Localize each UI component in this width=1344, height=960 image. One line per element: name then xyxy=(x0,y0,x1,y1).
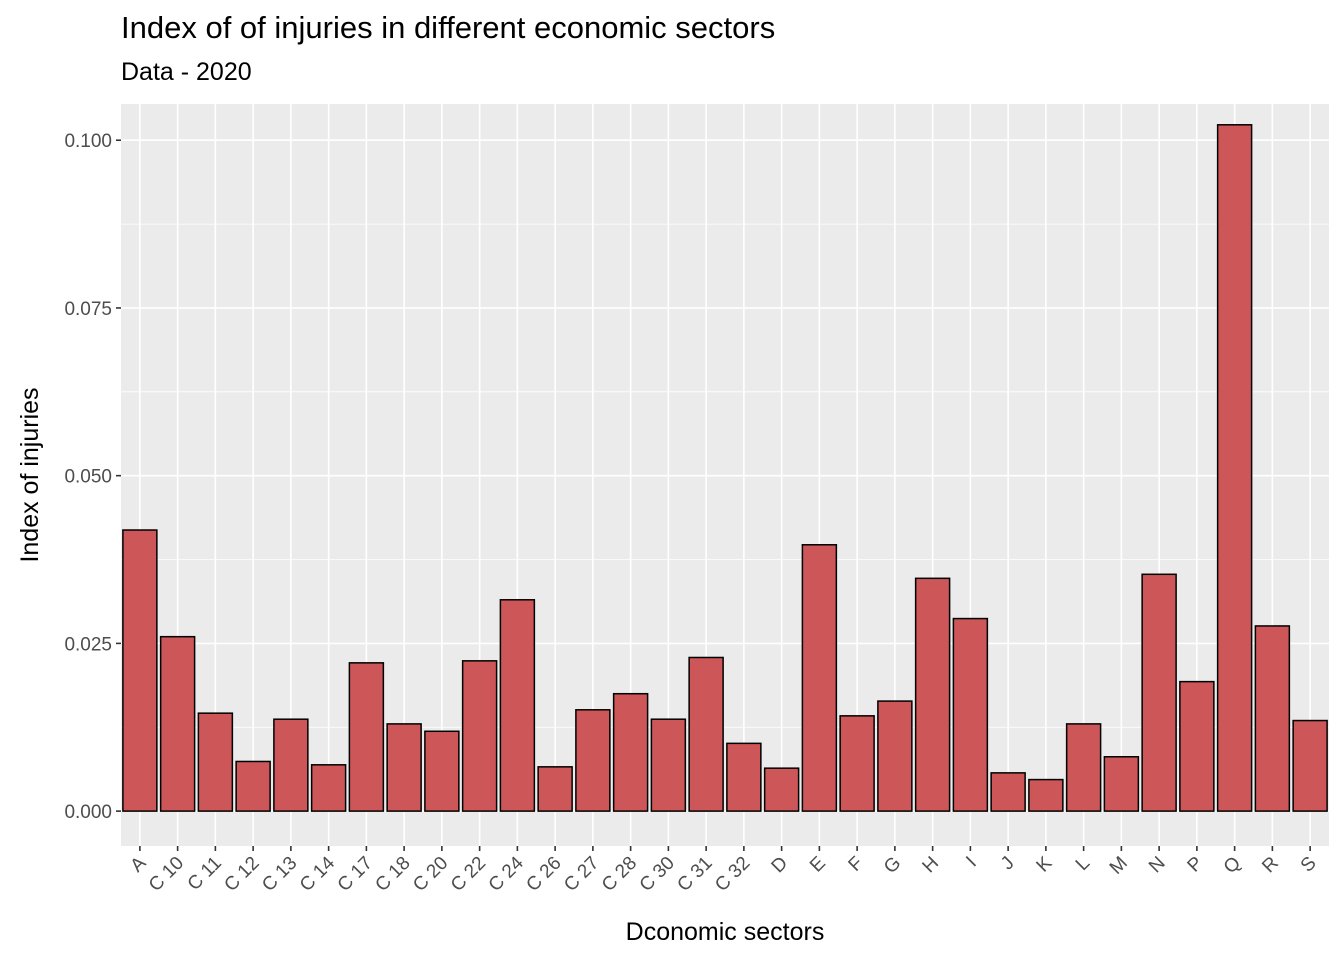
y-axis: 0.000 0.025 0.050 0.075 0.100 xyxy=(64,131,121,823)
x-tick-label: C 22 xyxy=(447,853,490,896)
x-tick-label: P xyxy=(1184,853,1208,877)
y-tick-label: 0.100 xyxy=(64,131,112,152)
x-tick-label: C 10 xyxy=(145,853,188,896)
x-tick-label: M xyxy=(1106,853,1132,879)
x-tick-label: R xyxy=(1258,853,1283,878)
y-tick-label: 0.050 xyxy=(64,467,112,488)
bar xyxy=(575,709,611,812)
bar xyxy=(1254,625,1291,812)
bar xyxy=(877,700,913,812)
y-tick-label: 0.025 xyxy=(64,634,112,655)
x-axis-title: Dconomic sectors xyxy=(626,918,825,946)
bar xyxy=(990,772,1026,812)
chart-title: Index of of injuries in different econom… xyxy=(121,10,776,45)
bar xyxy=(235,760,271,812)
bar xyxy=(537,766,573,812)
bar xyxy=(914,577,951,812)
x-tick-label: K xyxy=(1033,852,1057,876)
x-tick-label: Q xyxy=(1220,853,1245,878)
x-tick-label: A xyxy=(127,852,151,876)
x-tick-label: S xyxy=(1297,853,1321,877)
x-tick-label: C 20 xyxy=(409,853,452,896)
bar xyxy=(1216,124,1253,812)
x-tick-label: C 28 xyxy=(598,853,641,896)
bar xyxy=(197,712,234,812)
x-tick-label: C 11 xyxy=(184,853,226,895)
x-tick-label: C 30 xyxy=(636,853,679,896)
x-tick-label: H xyxy=(919,853,944,878)
bar xyxy=(424,730,460,812)
x-tick-label: F xyxy=(845,853,868,876)
x-tick-label: C 24 xyxy=(485,852,529,896)
x-tick-label: N xyxy=(1145,853,1170,878)
bar xyxy=(1028,778,1064,812)
bar xyxy=(1141,573,1177,812)
bar xyxy=(726,742,762,812)
x-tick-label: L xyxy=(1072,853,1094,875)
bar xyxy=(952,617,989,812)
bar xyxy=(650,718,687,812)
bar xyxy=(1292,719,1328,812)
bar xyxy=(1179,680,1215,812)
x-tick-label: C 12 xyxy=(220,853,263,896)
bar xyxy=(122,529,158,812)
x-tick-label: C 14 xyxy=(296,852,340,896)
bar xyxy=(801,544,838,812)
x-tick-label: C 32 xyxy=(711,853,754,896)
x-tick-label: I xyxy=(962,853,981,872)
bar xyxy=(461,660,498,812)
x-tick-label: C 17 xyxy=(334,853,377,896)
bar xyxy=(763,767,800,812)
x-tick-label: D xyxy=(768,853,793,878)
chart-subtitle: Data - 2020 xyxy=(121,58,252,86)
bar xyxy=(1103,756,1140,812)
x-tick-label: C 31 xyxy=(673,853,716,896)
bar xyxy=(273,718,309,812)
x-tick-label: C 26 xyxy=(522,853,565,896)
y-tick-label: 0.075 xyxy=(64,299,112,320)
bar xyxy=(612,692,649,812)
x-tick-label: J xyxy=(997,853,1019,875)
bar xyxy=(310,764,347,812)
y-axis-title: Index of injuries xyxy=(16,387,44,562)
bar xyxy=(159,635,196,812)
x-tick-label: C 18 xyxy=(371,853,414,896)
x-tick-label: C 27 xyxy=(560,853,603,896)
bar xyxy=(1065,723,1102,812)
bars xyxy=(122,124,1328,812)
grid-minor xyxy=(121,223,1329,728)
x-tick-label: E xyxy=(806,853,830,877)
x-axis: AC 10C 11C 12C 13C 14C 17C 18C 20C 22C 2… xyxy=(127,846,1321,896)
bar xyxy=(348,662,385,812)
bar xyxy=(499,599,536,812)
bar xyxy=(688,656,724,812)
y-tick-label: 0.000 xyxy=(64,802,112,823)
x-tick-label: G xyxy=(880,853,905,878)
x-tick-label: C 13 xyxy=(258,853,301,896)
bar xyxy=(386,723,422,812)
bar xyxy=(839,715,875,812)
